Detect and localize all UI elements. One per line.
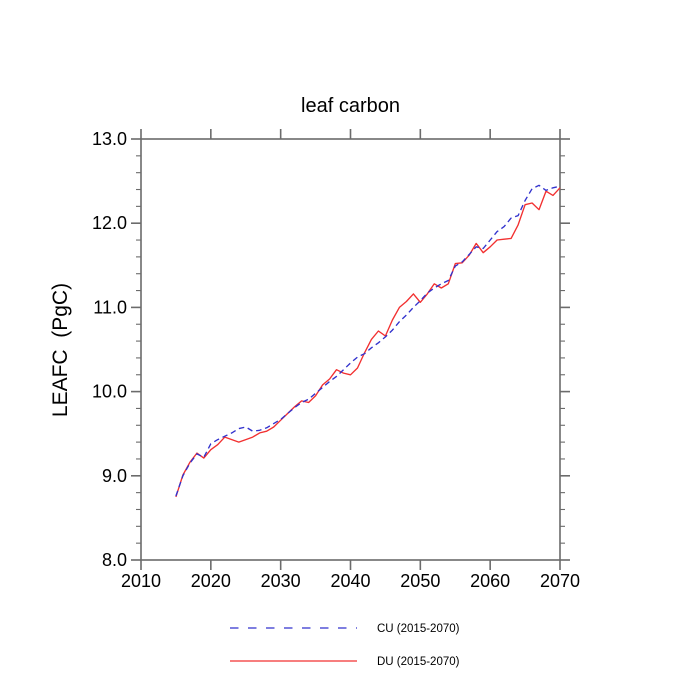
x-tick-label: 2050 xyxy=(400,571,440,591)
x-tick-label: 2030 xyxy=(261,571,301,591)
plot-frame xyxy=(140,138,561,561)
y-tick-label: 9.0 xyxy=(102,466,127,486)
y-tick-label: 10.0 xyxy=(92,382,127,402)
y-tick-label: 8.0 xyxy=(102,550,127,570)
y-tick-label: 13.0 xyxy=(92,129,127,149)
series-line-cu xyxy=(175,184,561,497)
x-tick-label: 2020 xyxy=(191,571,231,591)
y-tick-label: 12.0 xyxy=(92,213,127,233)
x-tick-label: 2040 xyxy=(330,571,370,591)
y-axis-label: LEAFC (PgC) xyxy=(49,282,72,418)
chart-title: leaf carbon xyxy=(301,95,400,117)
legend-label: CU (2015-2070) xyxy=(377,623,460,635)
x-tick-label: 2010 xyxy=(121,571,161,591)
series-line-du xyxy=(175,187,561,498)
x-tick-label: 2070 xyxy=(540,571,580,591)
y-tick-label: 11.0 xyxy=(93,297,127,317)
legend-label: DU (2015-2070) xyxy=(377,656,460,668)
x-tick-label: 2060 xyxy=(470,571,510,591)
